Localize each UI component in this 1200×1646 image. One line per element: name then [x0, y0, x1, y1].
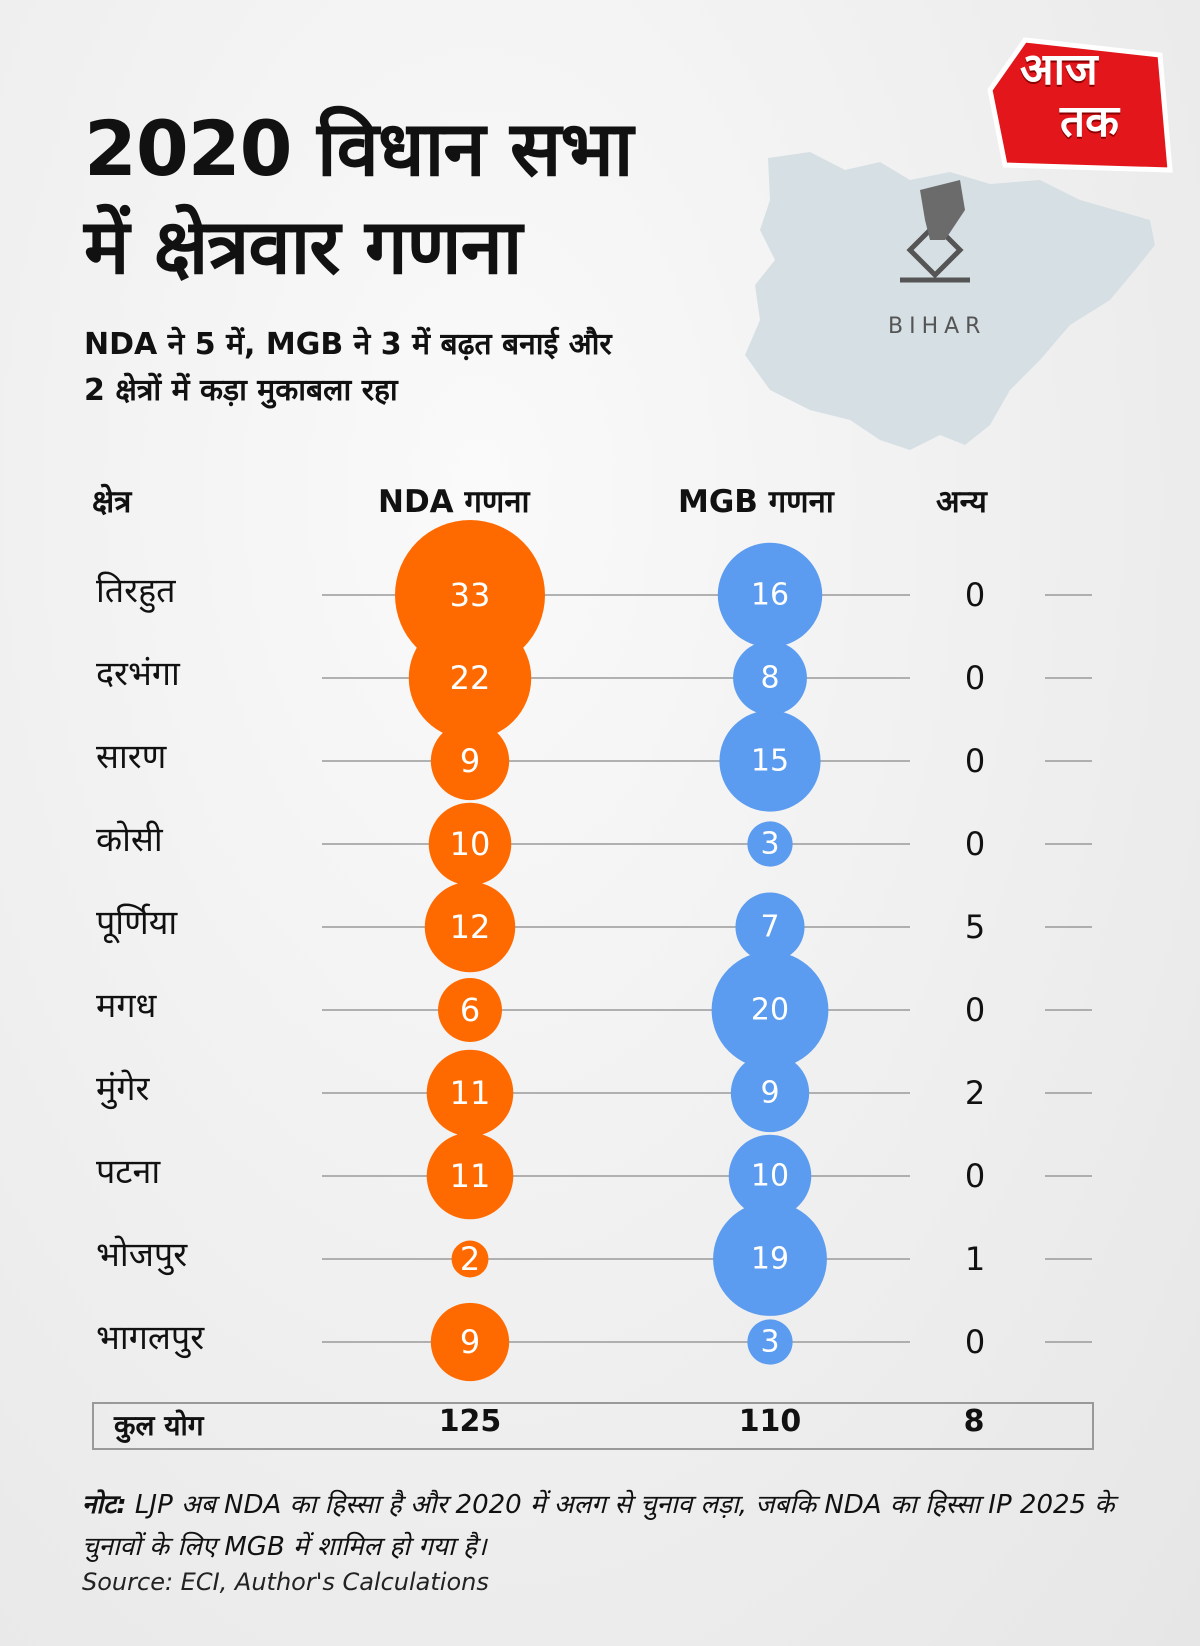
other-value-label: 1	[965, 1240, 985, 1278]
region-label: सारण	[96, 737, 168, 777]
mgb-value-label: 10	[751, 1159, 789, 1194]
other-value-label: 0	[965, 991, 985, 1029]
col-head-region: क्षेत्र	[92, 484, 132, 520]
mgb-value-label: 3	[760, 1325, 779, 1360]
other-value-label: 0	[965, 825, 985, 863]
region-label: पूर्णिया	[96, 903, 178, 944]
mgb-value-label: 16	[751, 578, 789, 613]
mgb-bubble	[713, 1202, 827, 1316]
mgb-bubble	[728, 1134, 812, 1218]
nda-bubble	[408, 616, 532, 740]
nda-value-label: 33	[450, 576, 491, 614]
mgb-bubble	[747, 821, 793, 867]
mgb-bubble	[719, 710, 821, 812]
mgb-bubble	[717, 542, 823, 648]
bihar-map-shape	[745, 152, 1155, 450]
nda-bubble	[426, 1049, 514, 1137]
other-value-label: 5	[965, 908, 985, 946]
other-value-label: 0	[965, 742, 985, 780]
mgb-value-label: 3	[760, 827, 779, 862]
region-label: तिरहुत	[96, 571, 176, 613]
nda-bubble	[451, 1240, 489, 1278]
nda-value-label: 9	[460, 742, 480, 780]
subtitle-line-2: 2 क्षेत्रों में कड़ा मुकाबला रहा	[84, 373, 398, 408]
total-other: 8	[963, 1404, 985, 1439]
page-title: 2020 विधान सभा में क्षेत्रवार गणना	[84, 100, 744, 296]
mgb-value-label: 9	[760, 1076, 779, 1111]
nda-value-label: 22	[450, 659, 491, 697]
nda-value-label: 9	[460, 1323, 480, 1361]
col-head-nda: NDA गणना	[378, 484, 530, 520]
mgb-bubble	[747, 1319, 793, 1365]
mgb-value-label: 8	[760, 661, 779, 696]
nda-bubble	[426, 1132, 514, 1220]
footnote-text: LJP अब NDA का हिस्सा है और 2020 में अलग …	[82, 1490, 1115, 1562]
source-credit: Source: ECI, Author's Calculations	[82, 1568, 489, 1596]
mgb-value-label: 15	[751, 744, 789, 779]
col-head-mgb: MGB गणना	[678, 484, 834, 520]
nda-value-label: 2	[460, 1240, 480, 1278]
map-label: BIHAR	[888, 314, 987, 339]
mgb-value-label: 20	[751, 993, 789, 1028]
subtitle: NDA ने 5 में, MGB ने 3 में बढ़त बनाई और …	[84, 322, 704, 414]
nda-bubble	[424, 881, 516, 973]
region-label: दरभंगा	[96, 654, 181, 694]
mgb-bubble	[730, 1053, 810, 1133]
nda-value-label: 12	[450, 908, 491, 946]
logo-text-line-2: तक	[1060, 96, 1119, 147]
other-value-label: 0	[965, 659, 985, 697]
other-value-label: 0	[965, 576, 985, 614]
mgb-value-label: 19	[751, 1242, 789, 1277]
region-label: पटना	[96, 1152, 161, 1192]
total-nda: 125	[438, 1404, 502, 1439]
nda-bubble	[430, 1302, 510, 1382]
aajtak-logo	[987, 37, 1173, 173]
region-label: मगध	[96, 986, 157, 1026]
footnote: नोट: LJP अब NDA का हिस्सा है और 2020 में…	[82, 1484, 1122, 1568]
region-label: भागलपुर	[96, 1318, 205, 1359]
nda-bubble	[428, 802, 512, 886]
other-value-label: 2	[965, 1074, 985, 1112]
nda-value-label: 6	[460, 991, 480, 1029]
footnote-label: नोट:	[82, 1490, 127, 1520]
title-line-1: 2020 विधान सभा	[84, 104, 633, 193]
totals-label: कुल योग	[114, 1409, 204, 1442]
nda-bubble	[430, 721, 510, 801]
nda-value-label: 11	[450, 1074, 491, 1112]
nda-value-label: 11	[450, 1157, 491, 1195]
title-line-2: में क्षेत्रवार गणना	[84, 202, 522, 291]
region-label: भोजपुर	[96, 1235, 188, 1276]
total-mgb: 110	[738, 1404, 802, 1439]
nda-value-label: 10	[450, 825, 491, 863]
col-head-other: अन्य	[936, 484, 987, 520]
region-label: कोसी	[96, 820, 164, 860]
mgb-value-label: 7	[760, 910, 779, 945]
subtitle-line-1: NDA ने 5 में, MGB ने 3 में बढ़त बनाई और	[84, 327, 612, 362]
mgb-bubble	[735, 892, 805, 962]
mgb-bubble	[733, 641, 807, 715]
logo-text-line-1: आज	[1020, 44, 1098, 95]
bihar-map	[745, 152, 1155, 450]
region-label: मुंगेर	[96, 1069, 150, 1110]
other-value-label: 0	[965, 1157, 985, 1195]
ballot-box-icon	[900, 180, 970, 283]
other-value-label: 0	[965, 1323, 985, 1361]
mgb-bubble	[711, 951, 829, 1069]
totals-row	[92, 1402, 1094, 1450]
nda-bubble	[438, 978, 502, 1042]
